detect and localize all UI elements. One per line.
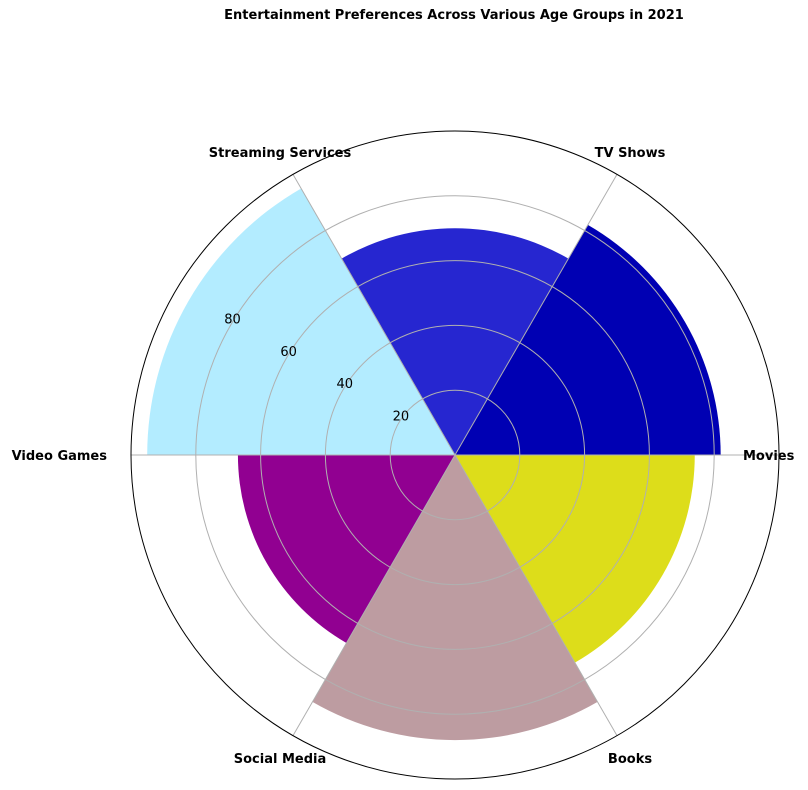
radial-tick-label-40: 40 xyxy=(336,377,353,392)
bars-layer xyxy=(147,188,721,741)
spoke-4 xyxy=(292,454,456,736)
polar-frame xyxy=(130,130,780,780)
bar-tv-shows xyxy=(341,228,569,455)
radial-tick-label-80: 80 xyxy=(224,312,241,327)
spoke-1 xyxy=(454,174,618,456)
spoke-5 xyxy=(454,454,618,736)
spokes-layer xyxy=(131,174,779,736)
radial-tick-label-20: 20 xyxy=(393,410,410,425)
bar-video-games xyxy=(237,455,455,643)
bar-streaming-services xyxy=(147,188,455,455)
category-label-social-media: Social Media xyxy=(234,752,327,767)
bar-social-media xyxy=(312,455,598,741)
radial-tick-label-60: 60 xyxy=(280,345,297,360)
category-label-streaming-services: Streaming Services xyxy=(209,146,352,161)
spoke-2 xyxy=(292,174,456,456)
chart-title: Entertainment Preferences Across Various… xyxy=(224,8,684,23)
category-labels-layer: Movies TV Shows Streaming Services Video Ga… xyxy=(12,146,795,767)
category-label-video-games: Video Games xyxy=(12,449,108,464)
bar-movies xyxy=(455,224,721,455)
radial-ticks-layer: 20 40 60 80 xyxy=(224,312,409,424)
category-label-tv-shows: TV Shows xyxy=(595,146,666,161)
category-label-movies: Movies xyxy=(743,449,795,464)
bar-books xyxy=(455,455,695,663)
category-label-books: Books xyxy=(608,752,652,767)
